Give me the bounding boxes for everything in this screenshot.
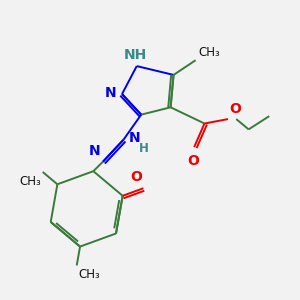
Text: N: N xyxy=(88,144,100,158)
Text: N: N xyxy=(104,85,116,100)
Text: CH₃: CH₃ xyxy=(20,175,41,188)
Text: O: O xyxy=(230,101,242,116)
Text: O: O xyxy=(130,170,142,184)
Text: CH₃: CH₃ xyxy=(199,46,220,59)
Text: O: O xyxy=(187,154,199,168)
Text: CH₃: CH₃ xyxy=(78,268,100,281)
Text: N: N xyxy=(129,131,140,145)
Text: H: H xyxy=(139,142,149,155)
Text: NH: NH xyxy=(124,48,147,62)
